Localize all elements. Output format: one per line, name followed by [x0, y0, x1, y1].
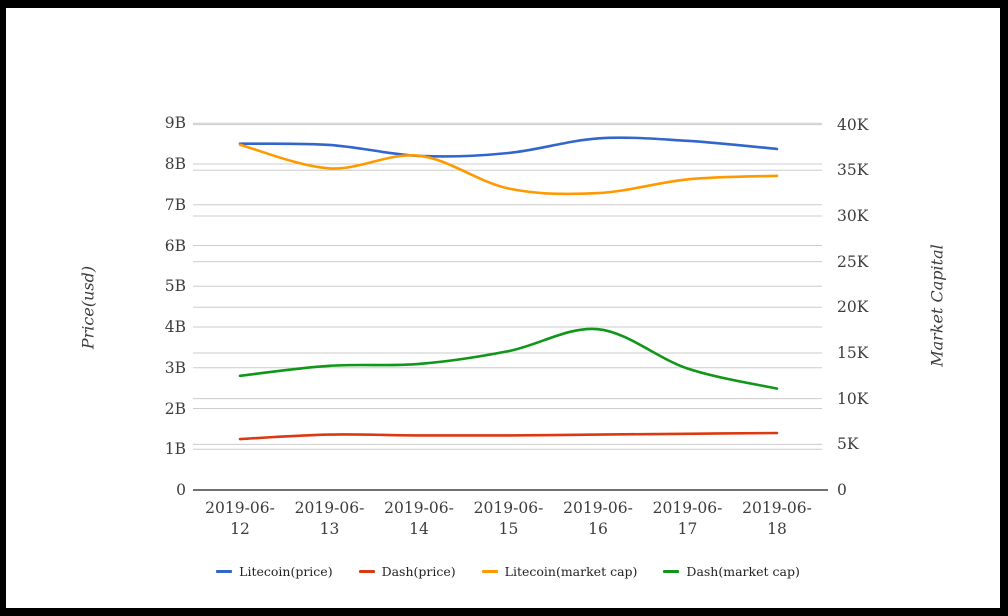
right-axis-tick-label: 5K [837, 435, 859, 454]
series-line-dash-market-cap [238, 327, 779, 390]
series-line-litecoin-market-cap [238, 143, 779, 196]
left-axis-tick-label: 8B [164, 155, 186, 174]
legend-label: Litecoin(market cap) [504, 564, 638, 579]
legend-item-dash-price[interactable]: Dash(price) [358, 564, 456, 579]
left-axis-tick-label: 3B [164, 358, 186, 377]
legend-label: Dash(price) [381, 564, 456, 579]
series-line-dash-price [238, 431, 779, 441]
left-axis-tick-label: 2B [164, 399, 186, 418]
left-axis-tick-label: 1B [164, 440, 186, 459]
chart-background [6, 8, 1000, 608]
x-axis-tick-label: 2019-06- 17 [652, 499, 723, 538]
left-axis-tick-label: 9B [164, 114, 186, 133]
right-axis-tick-label: 25K [837, 252, 869, 271]
right-axis-title: Market Capital [927, 244, 947, 367]
legend-swatch [358, 570, 375, 573]
legend-item-litecoin-market-cap[interactable]: Litecoin(market cap) [481, 564, 638, 579]
right-axis-tick-label: 35K [837, 161, 869, 180]
legend-label: Dash(market cap) [686, 564, 800, 579]
x-axis-tick-label: 2019-06- 14 [384, 499, 454, 538]
x-axis-tick-label: 2019-06- 13 [294, 499, 365, 538]
left-axis-tick-label: 6B [164, 236, 186, 255]
x-axis-tick-label: 2019-06- 12 [205, 499, 275, 538]
right-axis-tick-label: 15K [837, 343, 869, 362]
right-axis-tick-label: 40K [837, 115, 869, 134]
x-axis-tick-label: 2019-06- 16 [563, 499, 633, 538]
chart-legend: Litecoin(price) Dash(price) Litecoin(marke… [193, 564, 823, 579]
series-line-litecoin-price [238, 136, 779, 158]
left-axis-tick-label: 5B [164, 277, 186, 296]
right-axis-tick-label: 20K [837, 298, 869, 317]
right-axis-tick-label: 30K [837, 206, 869, 225]
legend-label: Litecoin(price) [239, 564, 333, 579]
left-axis-title: Price(usd) [78, 265, 98, 350]
legend-swatch [663, 570, 680, 573]
left-axis-tick-label: 4B [164, 318, 186, 337]
legend-item-litecoin-price[interactable]: Litecoin(price) [216, 564, 333, 579]
x-axis-tick-label: 2019-06- 18 [742, 499, 812, 538]
x-axis-tick-label: 2019-06- 15 [473, 499, 544, 538]
left-axis-tick-label: 7B [164, 195, 186, 214]
legend-swatch [481, 570, 498, 573]
right-axis-tick-label: 0 [837, 481, 847, 499]
legend-item-dash-market-cap[interactable]: Dash(market cap) [663, 564, 800, 579]
legend-swatch [216, 570, 233, 573]
left-axis-tick-label: 0 [176, 481, 186, 499]
right-axis-tick-label: 10K [837, 389, 869, 408]
